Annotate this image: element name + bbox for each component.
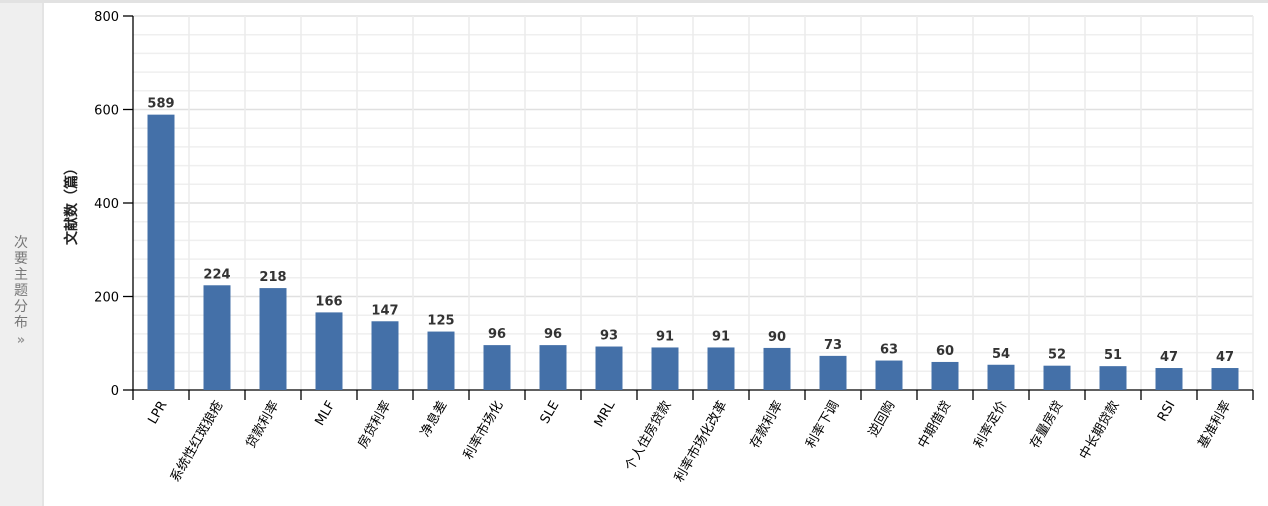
bar (1043, 365, 1071, 390)
bar (707, 347, 735, 390)
data-label: 166 (315, 294, 342, 309)
top-border (0, 0, 1268, 3)
x-tick-label: MLF (313, 399, 339, 429)
x-tick-label: 系统性红斑狼疮 (167, 398, 226, 485)
data-label: 54 (992, 347, 1010, 362)
x-tick-label: 存款利率 (747, 398, 787, 451)
bar (539, 345, 567, 390)
x-tick-label: 个人住房贷款 (622, 398, 675, 474)
data-label: 63 (880, 343, 898, 358)
x-tick-label: 净息差 (417, 398, 450, 440)
x-tick-label: 中长期贷款 (1077, 399, 1122, 463)
bar (259, 288, 287, 390)
data-label: 589 (147, 97, 174, 112)
bar (931, 361, 959, 390)
data-label: 147 (371, 303, 398, 318)
data-label: 218 (259, 270, 286, 285)
data-label: 224 (203, 267, 230, 282)
bar (315, 312, 343, 390)
bar (875, 360, 903, 390)
bar (1099, 366, 1127, 390)
x-tick-label: 利率市场化改革 (671, 398, 730, 485)
bar (147, 114, 175, 390)
data-label: 90 (768, 330, 786, 345)
y-tick-label: 400 (94, 197, 119, 212)
data-label: 52 (1048, 348, 1066, 363)
data-label: 96 (488, 327, 506, 342)
bar (1211, 368, 1239, 390)
y-axis-label: 文献数（篇） (63, 161, 80, 245)
x-tick-label: 利率定价 (971, 398, 1011, 451)
x-tick-label: 房贷利率 (355, 398, 395, 451)
data-label: 60 (936, 344, 954, 359)
data-label: 47 (1216, 350, 1234, 365)
bar (763, 347, 791, 390)
x-tick-label: RSI (1155, 399, 1179, 425)
x-tick-label: 中期借贷 (915, 399, 954, 452)
x-tick-label: 逆回购 (865, 398, 898, 440)
data-label: 93 (600, 329, 618, 344)
y-tick-label: 600 (94, 104, 119, 119)
bar (203, 285, 231, 390)
y-tick-label: 800 (94, 10, 119, 25)
bar (595, 346, 623, 390)
bar (1155, 368, 1183, 390)
data-label: 47 (1160, 350, 1178, 365)
x-tick-label: 利率下调 (803, 398, 843, 451)
bar (371, 321, 399, 390)
bar (427, 331, 455, 390)
data-label: 73 (824, 338, 842, 353)
x-tick-label: 利率市场化 (460, 398, 506, 462)
secondary-topic-toggle[interactable]: 次要主题分布 » (0, 3, 44, 506)
data-label: 91 (712, 329, 730, 344)
x-tick-label: LPR (145, 399, 170, 427)
x-tick-label: 存量房贷 (1027, 398, 1067, 451)
y-tick-label: 0 (111, 384, 119, 399)
data-label: 125 (427, 314, 454, 329)
x-tick-label: SLE (538, 399, 563, 427)
double-chevron-right-icon: » (16, 333, 26, 348)
y-tick-label: 200 (94, 291, 119, 306)
data-label: 96 (544, 327, 562, 342)
data-label: 51 (1104, 348, 1122, 363)
data-label: 91 (656, 329, 674, 344)
sidebar-label: 次要主题分布 (14, 235, 28, 331)
x-tick-label: 贷款利率 (243, 398, 283, 451)
bar (819, 355, 847, 390)
bar (987, 364, 1015, 390)
x-tick-label: 基准利率 (1195, 398, 1235, 451)
bar (483, 345, 511, 390)
bar (651, 347, 679, 390)
x-tick-label: MRL (592, 398, 619, 430)
